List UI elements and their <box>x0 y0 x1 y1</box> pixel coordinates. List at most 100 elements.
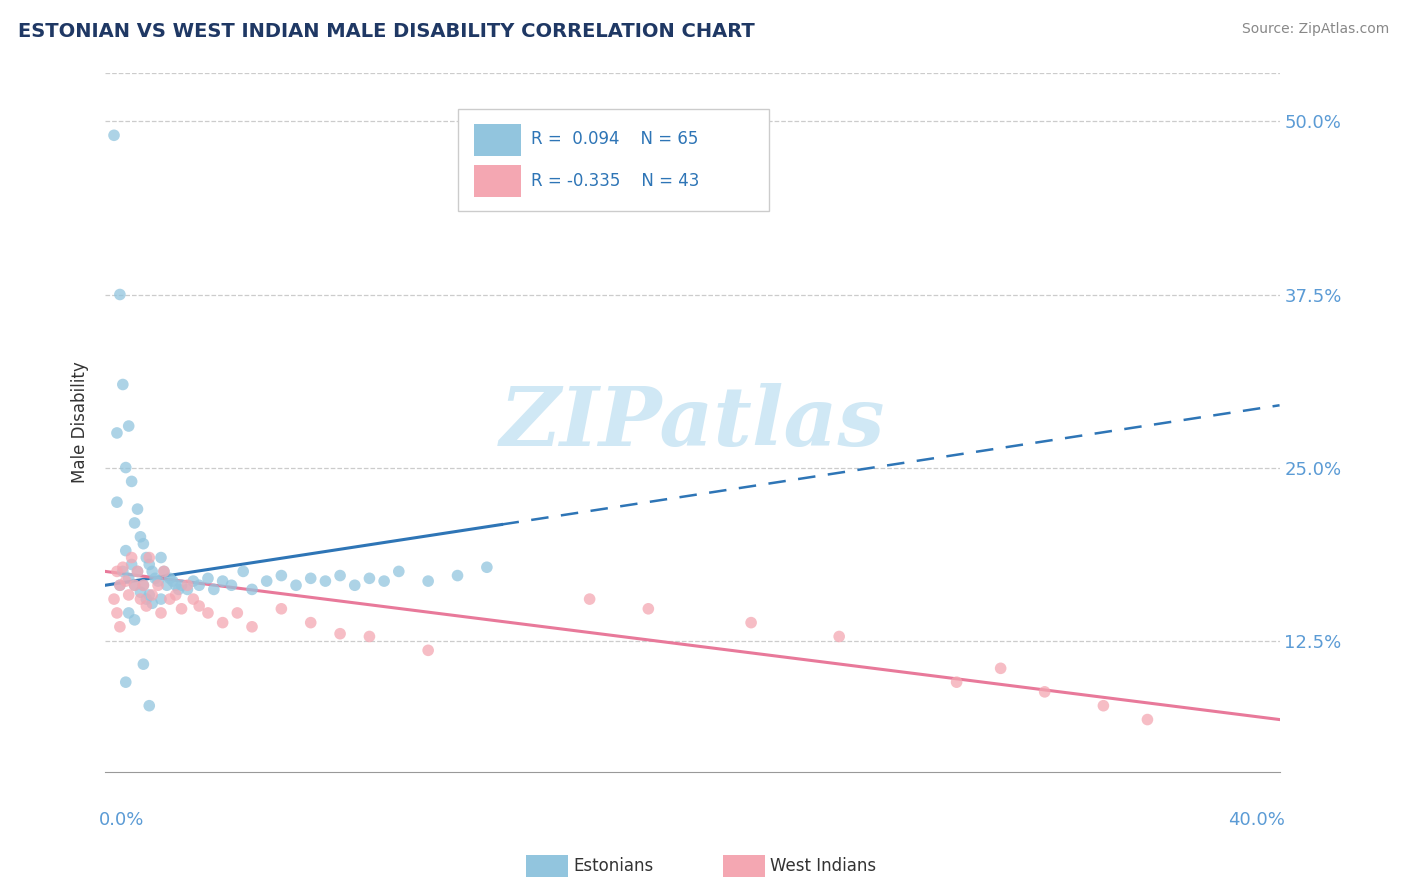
Text: Estonians: Estonians <box>574 857 654 875</box>
Point <box>170 602 193 616</box>
Point <box>105 606 128 620</box>
Point <box>111 565 134 579</box>
Point <box>150 592 173 607</box>
Point <box>162 574 184 588</box>
Point <box>138 550 160 565</box>
Point <box>159 592 181 607</box>
Point <box>150 606 173 620</box>
Point <box>121 558 143 572</box>
Point <box>159 571 181 585</box>
Point <box>388 565 411 579</box>
Point <box>124 516 146 530</box>
Point <box>150 550 173 565</box>
Point <box>176 582 198 597</box>
Point <box>108 578 131 592</box>
Point <box>197 571 219 585</box>
Point <box>135 550 157 565</box>
Point <box>135 599 157 613</box>
Point <box>181 574 204 588</box>
Text: R =  0.094    N = 65: R = 0.094 N = 65 <box>531 130 699 148</box>
Point <box>299 571 322 585</box>
Point <box>314 574 336 588</box>
Point <box>146 574 169 588</box>
Point <box>226 606 249 620</box>
Point <box>141 596 163 610</box>
Point <box>176 578 198 592</box>
Point <box>343 578 366 592</box>
Point <box>103 592 125 607</box>
Point <box>188 599 211 613</box>
Point <box>108 620 131 634</box>
Point <box>165 588 187 602</box>
Point <box>108 287 131 301</box>
Point <box>132 537 155 551</box>
FancyBboxPatch shape <box>474 165 522 196</box>
Point <box>740 615 762 630</box>
Point <box>138 698 160 713</box>
Point <box>828 630 851 644</box>
Point <box>329 626 352 640</box>
Point <box>138 558 160 572</box>
Point <box>141 588 163 602</box>
Point <box>1136 713 1159 727</box>
Point <box>329 568 352 582</box>
Point <box>143 571 166 585</box>
Point <box>181 592 204 607</box>
Point <box>111 377 134 392</box>
Point <box>124 578 146 592</box>
Point <box>114 543 136 558</box>
Point <box>127 502 149 516</box>
Point <box>232 565 254 579</box>
Point <box>124 578 146 592</box>
Text: West Indians: West Indians <box>770 857 876 875</box>
Point <box>129 592 152 607</box>
Point <box>146 578 169 592</box>
Y-axis label: Male Disability: Male Disability <box>72 361 89 483</box>
Point <box>138 588 160 602</box>
FancyBboxPatch shape <box>474 124 522 156</box>
Point <box>129 585 152 599</box>
Point <box>127 565 149 579</box>
Point <box>105 425 128 440</box>
Point <box>132 578 155 592</box>
Point <box>105 565 128 579</box>
Point <box>118 606 141 620</box>
Point <box>124 613 146 627</box>
Point <box>135 592 157 607</box>
Point <box>202 582 225 597</box>
FancyBboxPatch shape <box>457 110 769 211</box>
Point <box>121 550 143 565</box>
Point <box>165 578 187 592</box>
Point <box>240 620 263 634</box>
Point <box>129 530 152 544</box>
Point <box>103 128 125 143</box>
Point <box>121 475 143 489</box>
Point <box>418 643 440 657</box>
Point <box>270 602 292 616</box>
Point <box>114 675 136 690</box>
Point <box>118 571 141 585</box>
Point <box>373 574 395 588</box>
Point <box>211 574 233 588</box>
Text: 40.0%: 40.0% <box>1229 811 1285 829</box>
Point <box>188 578 211 592</box>
Point <box>118 419 141 434</box>
Point <box>270 568 292 582</box>
Point <box>211 615 233 630</box>
Point <box>197 606 219 620</box>
Point <box>167 582 190 597</box>
Point <box>153 565 176 579</box>
Point <box>170 578 193 592</box>
Point <box>153 565 176 579</box>
Point <box>127 565 149 579</box>
Text: 0.0%: 0.0% <box>100 811 145 829</box>
Point <box>578 592 600 607</box>
Text: Source: ZipAtlas.com: Source: ZipAtlas.com <box>1241 22 1389 37</box>
Point <box>285 578 308 592</box>
Point <box>132 657 155 672</box>
Point <box>256 574 278 588</box>
Point <box>418 574 440 588</box>
Text: ZIPatlas: ZIPatlas <box>499 383 886 463</box>
Point <box>118 588 141 602</box>
Point <box>221 578 243 592</box>
